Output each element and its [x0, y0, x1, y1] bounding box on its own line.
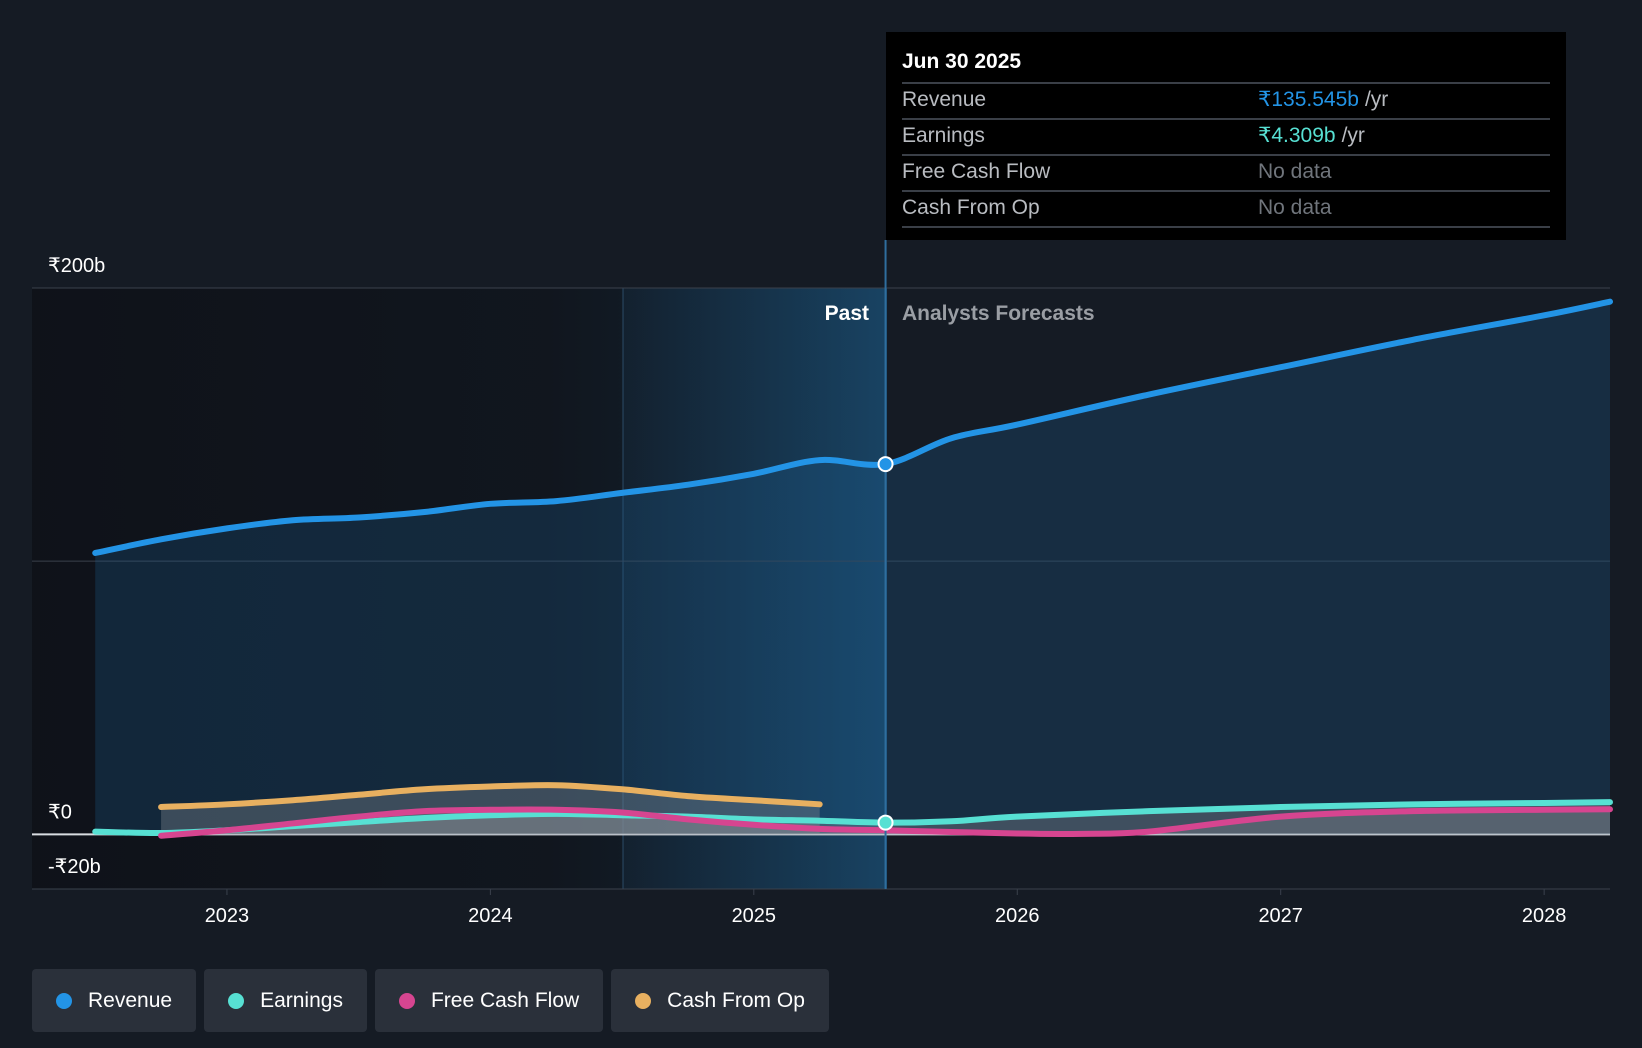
- hover-markers: [877, 456, 894, 831]
- tooltip-unit: /yr: [1364, 88, 1389, 111]
- hover-tooltip: Jun 30 2025 Revenue ₹135.545b /yr Earnin…: [886, 32, 1566, 240]
- series-line-cash-from-op: [158, 782, 823, 811]
- legend-dot-icon: [228, 992, 245, 1009]
- hover-marker-revenue: [877, 456, 894, 473]
- legend-item-revenue[interactable]: Revenue: [32, 969, 197, 1032]
- tooltip-value: ₹4.309b: [1258, 124, 1336, 147]
- x-tick-label: 2025: [732, 905, 777, 927]
- tooltip-row-free-cash-flow: Free Cash Flow No data: [902, 156, 1550, 192]
- legend-dot-icon: [398, 992, 415, 1009]
- tooltip-value: ₹135.545b: [1258, 88, 1359, 111]
- series-area-revenue: [95, 301, 1611, 835]
- legend-item-cash-from-op[interactable]: Cash From Op: [611, 969, 829, 1032]
- legend-label: Earnings: [260, 988, 343, 1012]
- legend-label: Revenue: [88, 988, 173, 1012]
- tooltip-label: Free Cash Flow: [902, 160, 1051, 183]
- legend-dot-icon: [635, 992, 652, 1009]
- x-tick-label: 2024: [468, 905, 513, 927]
- legend-item-free-cash-flow[interactable]: Free Cash Flow: [374, 969, 604, 1032]
- x-axis-labels: 2023 2024 2025 2026 2027 2028: [205, 889, 1567, 927]
- tooltip-value: No data: [1258, 196, 1332, 219]
- tooltip-row-cash-from-op: Cash From Op No data: [902, 192, 1550, 228]
- y-tick-label: -₹20b: [48, 856, 101, 878]
- tooltip-unit: /yr: [1341, 124, 1365, 147]
- series-line-earnings: [92, 799, 1613, 837]
- x-tick-label: 2023: [205, 905, 250, 927]
- tooltip-row-earnings: Earnings ₹4.309b /yr: [902, 120, 1550, 156]
- tooltip-label: Revenue: [902, 88, 987, 111]
- legend-dot-icon: [56, 992, 72, 1009]
- legend-label: Cash From Op: [667, 988, 805, 1012]
- y-axis-labels: ₹200b ₹0 -₹20b: [48, 255, 105, 878]
- legend-label: Free Cash Flow: [430, 988, 580, 1012]
- forecast-label: Analysts Forecasts: [902, 302, 1095, 325]
- y-tick-label: ₹0: [48, 801, 72, 823]
- chart-legend: Revenue Earnings Free Cash Flow Cash Fro…: [32, 969, 829, 1032]
- tooltip-row-revenue: Revenue ₹135.545b /yr: [902, 84, 1550, 120]
- tooltip-date: Jun 30 2025: [902, 46, 1550, 84]
- past-label: Past: [825, 302, 869, 325]
- tooltip-label: Cash From Op: [902, 196, 1040, 219]
- past-highlight-band: [623, 288, 887, 889]
- tooltip-label: Earnings: [902, 124, 985, 147]
- x-tick-label: 2028: [1522, 905, 1567, 927]
- tooltip-value: No data: [1258, 160, 1332, 183]
- x-tick-label: 2027: [1258, 905, 1303, 927]
- gridlines: [32, 287, 1610, 890]
- series-line-revenue: [92, 298, 1613, 556]
- legend-item-earnings[interactable]: Earnings: [204, 969, 367, 1032]
- hover-marker-earnings: [877, 814, 894, 831]
- series-line-free-cash-flow: [158, 806, 1613, 839]
- series-lines: [92, 298, 1613, 839]
- x-tick-label: 2026: [995, 905, 1040, 927]
- y-tick-label: ₹200b: [48, 255, 105, 277]
